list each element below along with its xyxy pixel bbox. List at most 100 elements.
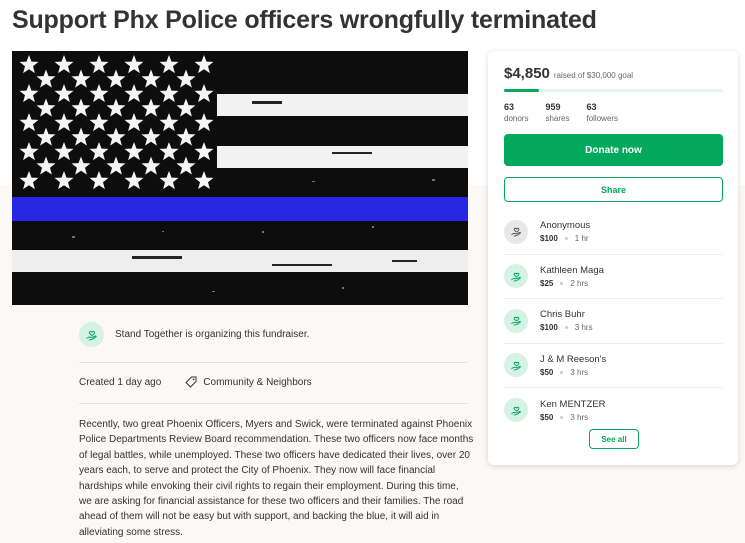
flag-star (194, 113, 214, 132)
flag-star (159, 55, 179, 74)
flag-star (176, 127, 196, 146)
stat-number: 959 (545, 102, 561, 112)
flag-star (124, 171, 144, 190)
flag-star (19, 84, 39, 103)
donation-sidebar: $4,850 raised of $30,000 goal 63 donors … (488, 51, 738, 465)
flag-star (36, 156, 56, 175)
flag-star (141, 98, 161, 117)
flag-star (89, 55, 109, 74)
donation-time: 3 hrs (574, 323, 593, 333)
donation-time: 1 hr (574, 234, 589, 244)
stat-number: 63 (504, 102, 515, 112)
stat-donors: 63 donors (504, 102, 528, 123)
stat-label: shares (545, 114, 570, 123)
heart-in-hand-icon (510, 361, 521, 371)
raised-amount: $4,850 (504, 65, 550, 82)
donation-amount: $50 (540, 412, 554, 422)
page-title: Support Phx Police officers wrongfully t… (12, 6, 597, 34)
flag-star (141, 127, 161, 146)
donor-avatar (504, 398, 528, 423)
heart-in-hand-icon (85, 330, 97, 340)
donation-time: 3 hrs (570, 412, 589, 422)
see-all-button[interactable]: See all (589, 429, 639, 449)
flag-star (106, 98, 126, 117)
campaign-stats: 63 donors 959 shares 63 followers (504, 102, 635, 123)
donor-name: Anonymous (540, 220, 591, 232)
donor-name: Ken MENTZER (540, 398, 606, 410)
flag-star (124, 55, 144, 74)
category-label: Community & Neighbors (203, 376, 312, 388)
donor-avatar (504, 353, 528, 378)
donation-item: Kathleen Maga $25 2 hrs (504, 255, 723, 299)
flag-star (176, 156, 196, 175)
flag-star (159, 142, 179, 161)
flag-star (89, 84, 109, 103)
flag-star (89, 142, 109, 161)
flag-star (54, 55, 74, 74)
stat-label: followers (586, 114, 619, 123)
share-button[interactable]: Share (504, 177, 723, 202)
donation-amount: $100 (540, 234, 558, 244)
heart-in-hand-icon (510, 317, 521, 326)
flag-star (106, 127, 126, 146)
flag-star (71, 98, 91, 117)
flag-star (19, 171, 39, 190)
flag-star (19, 113, 39, 132)
donor-name: Kathleen Maga (540, 264, 604, 276)
flag-star (194, 142, 214, 161)
flag-star (106, 156, 126, 175)
donor-avatar (504, 308, 528, 333)
flag-star (106, 69, 126, 88)
goal-text: raised of $30,000 goal (553, 71, 634, 80)
flag-star (159, 113, 179, 132)
donation-amount: $100 (540, 323, 558, 333)
flag-star (124, 84, 144, 103)
donation-item: J & M Reeson's $50 3 hrs (504, 344, 723, 388)
flag-star (36, 69, 56, 88)
amount-raised: $4,850 raised of $30,000 goal (504, 65, 633, 82)
progress-bar (504, 89, 723, 92)
donation-amount: $50 (540, 367, 554, 377)
progress-fill (504, 89, 540, 92)
flag-star (141, 156, 161, 175)
flag-star (36, 98, 56, 117)
flag-star (36, 127, 56, 146)
flag-star (124, 113, 144, 132)
donor-avatar (504, 264, 528, 289)
donation-amount: $25 (540, 278, 554, 288)
organizer-row: Stand Together is organizing this fundra… (79, 322, 309, 347)
thin-blue-line-flag-image (12, 51, 468, 305)
flag-star (141, 69, 161, 88)
divider (79, 362, 467, 363)
donation-item: Chris Buhr $100 3 hrs (504, 299, 723, 344)
donation-time: 2 hrs (570, 278, 589, 288)
heart-in-hand-icon (510, 406, 521, 416)
organizer-avatar (79, 322, 104, 347)
flag-star (159, 84, 179, 103)
heart-in-hand-icon (510, 272, 521, 282)
campaign-hero-image (12, 51, 468, 305)
flag-star (71, 156, 91, 175)
campaign-story: Recently, two great Phoenix Officers, My… (79, 419, 474, 538)
flag-star (194, 171, 214, 190)
flag-star (194, 84, 214, 103)
flag-star (54, 113, 74, 132)
flag-star (124, 142, 144, 161)
flag-star (19, 55, 39, 74)
flag-star (54, 84, 74, 103)
donor-name: Chris Buhr (540, 309, 585, 321)
donate-button[interactable]: Donate now (504, 134, 723, 166)
stat-number: 63 (586, 102, 597, 112)
flag-star (159, 171, 179, 190)
donor-avatar (504, 219, 528, 244)
flag-star (19, 142, 39, 161)
stat-shares: 959 shares (545, 102, 569, 123)
donation-item: Anonymous $100 1 hr (504, 210, 723, 255)
campaign-meta: Created 1 day ago Community & Neighbors (79, 376, 312, 388)
donation-item: Ken MENTZER $50 3 hrs (504, 388, 723, 433)
category-link[interactable]: Community & Neighbors (185, 376, 312, 388)
flag-star (176, 69, 196, 88)
flag-star (71, 127, 91, 146)
flag-star (54, 142, 74, 161)
flag-star (194, 55, 214, 74)
